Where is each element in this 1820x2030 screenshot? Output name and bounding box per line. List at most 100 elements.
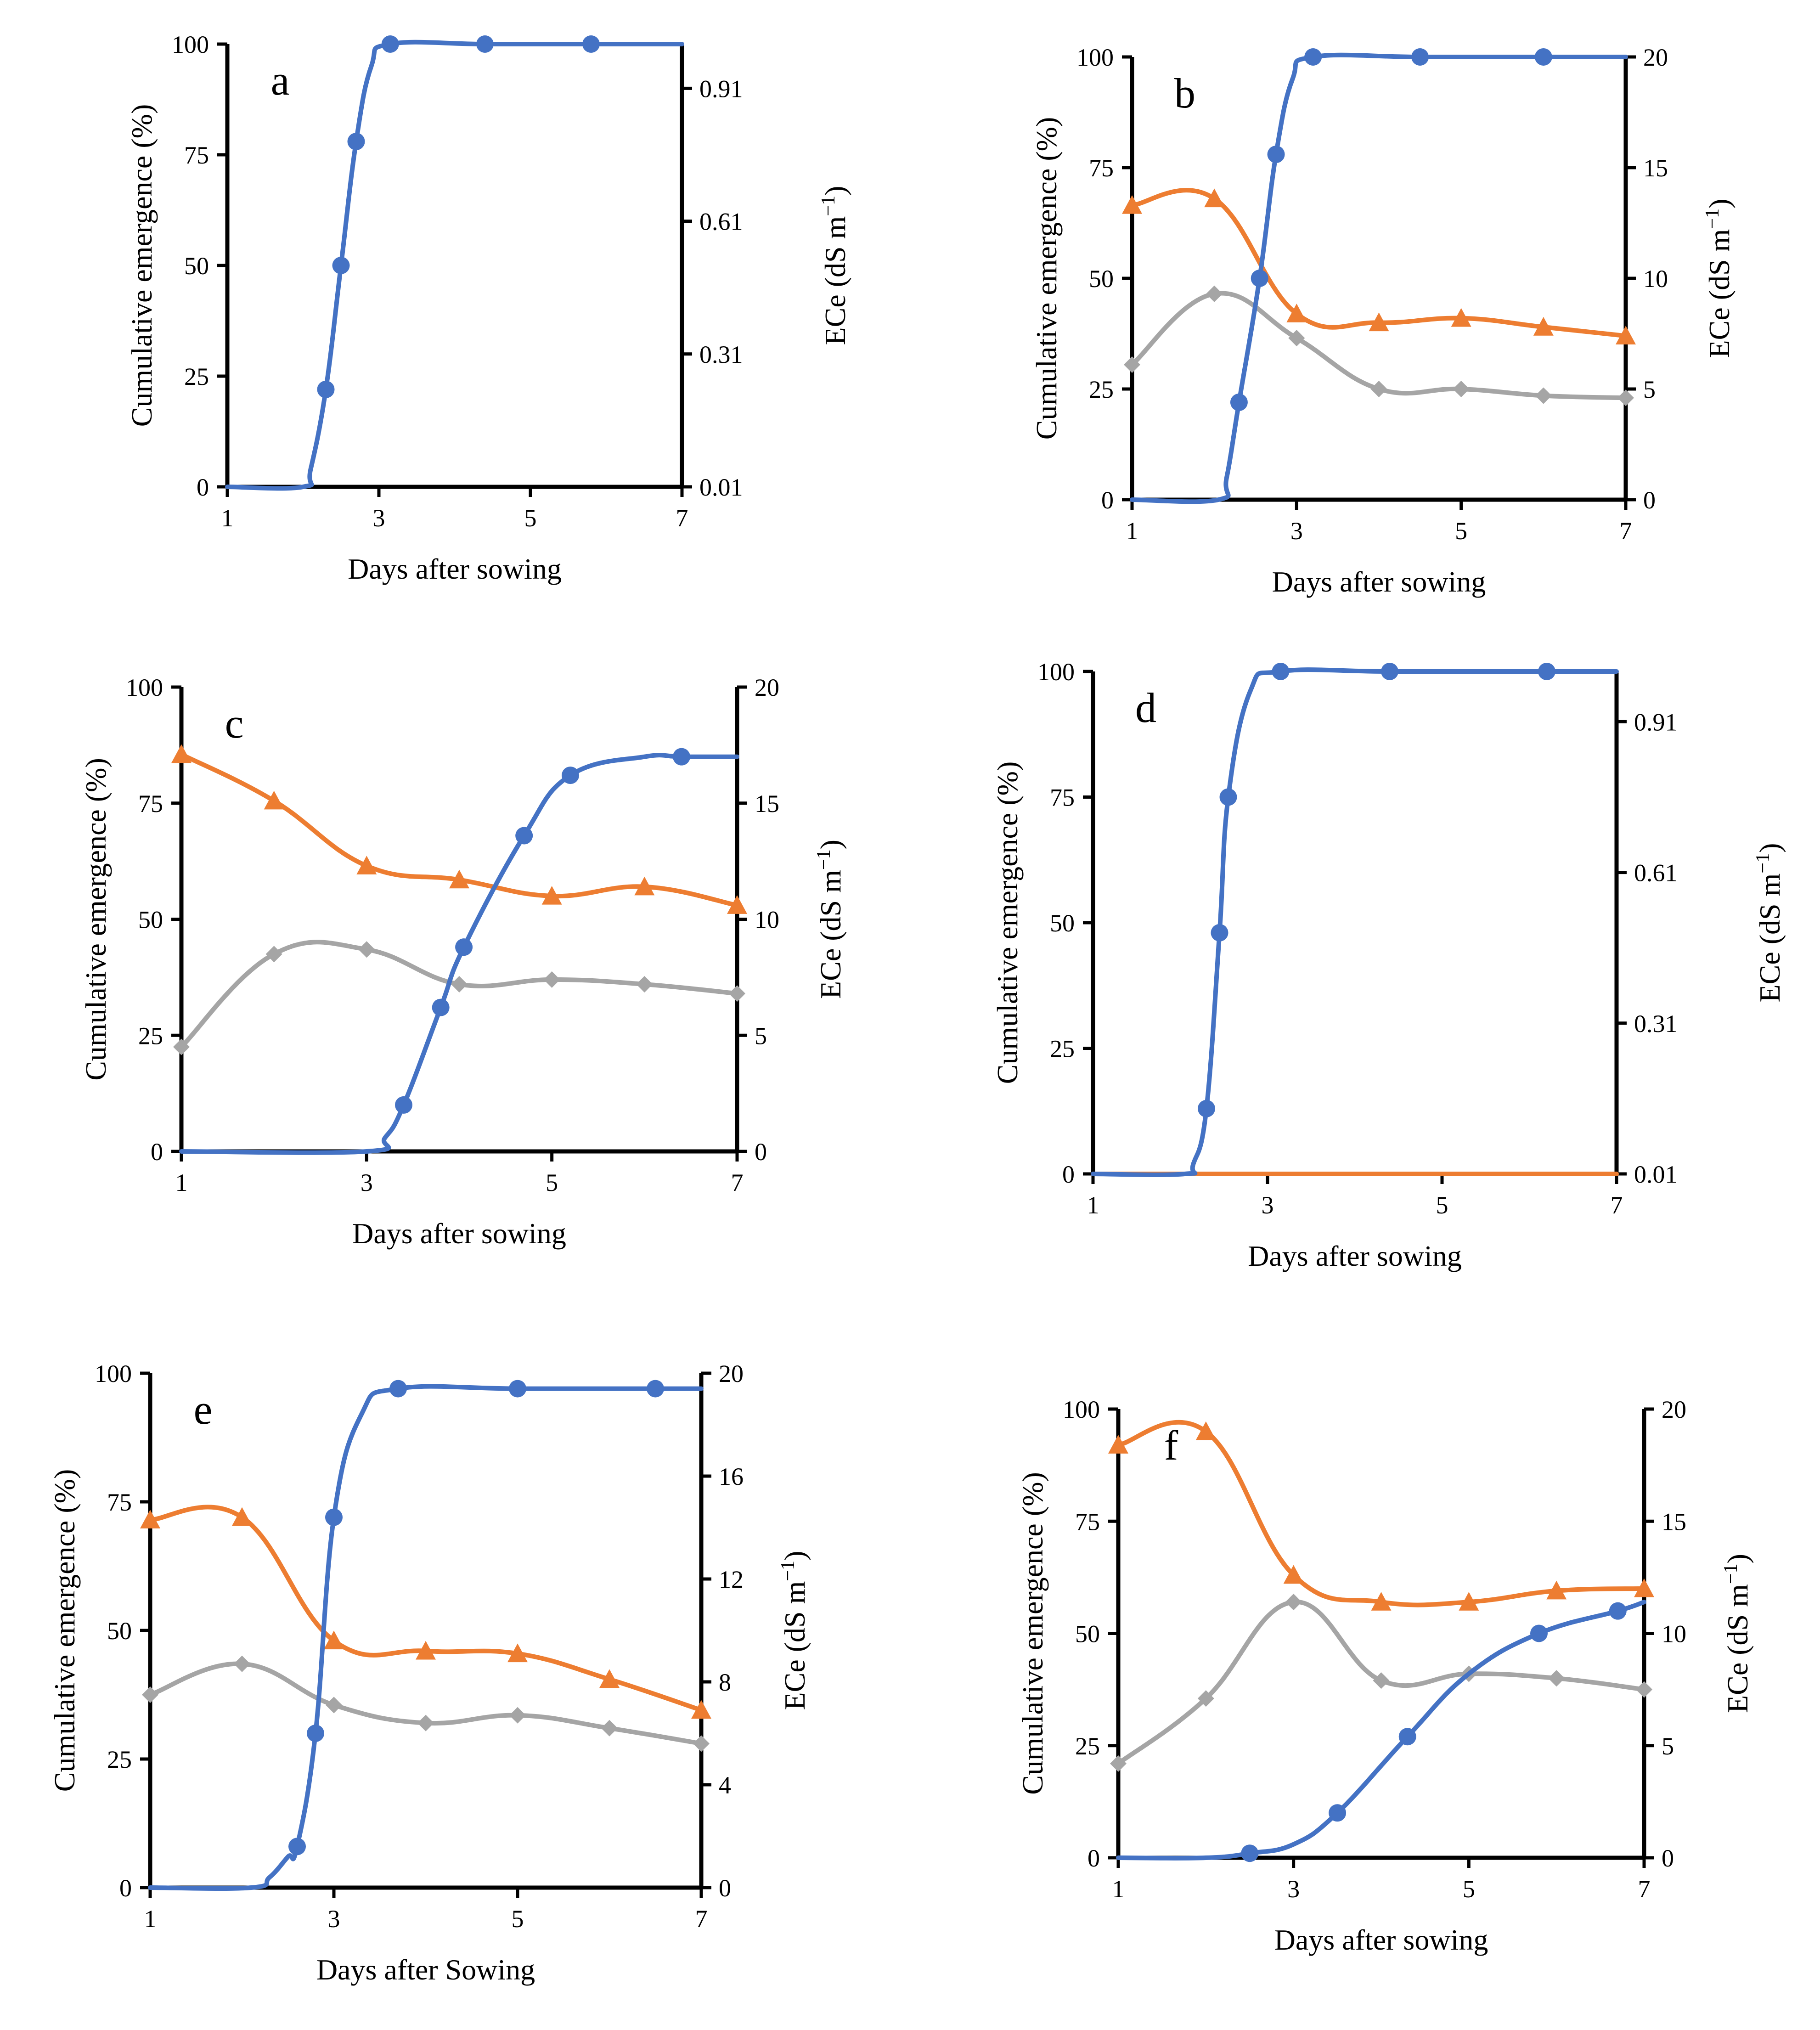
y2-tick-label: 5 (1643, 376, 1656, 403)
emergence-series-point (1211, 924, 1228, 942)
ece-series-1-point (449, 869, 469, 889)
y2-tick-label: 10 (755, 906, 779, 934)
emergence-series-line (148, 1384, 704, 1891)
ece-series-1-point (599, 1669, 620, 1688)
emergence-series-point (381, 35, 399, 53)
x-axis-title: Days after sowing (1248, 1240, 1462, 1272)
ece-series-2-point (1285, 1594, 1302, 1611)
y-tick-label: 100 (1063, 1396, 1100, 1423)
y-tick-label: 75 (1089, 154, 1114, 182)
ece-series-1-point (1371, 1592, 1392, 1611)
emergence-series-line (225, 39, 684, 491)
emergence-series-point (395, 1096, 412, 1114)
y-tick-label: 0 (1062, 1161, 1075, 1188)
emergence-series-point (509, 1380, 526, 1398)
emergence-series-point (332, 257, 350, 274)
ece-series-1-point (507, 1643, 528, 1663)
emergence-series-point (1251, 270, 1268, 287)
y2-tick-label: 15 (1643, 154, 1668, 182)
emergence-series-point (1241, 1844, 1259, 1862)
x-tick-label: 5 (546, 1169, 558, 1196)
emergence-series-point (1304, 48, 1322, 66)
ece-series-2-point (173, 1038, 190, 1055)
ece-series-1-point (1533, 317, 1554, 336)
x-tick-label: 3 (1287, 1875, 1300, 1903)
emergence-series-point (1198, 1100, 1215, 1117)
ece-series-2-point (1124, 356, 1140, 373)
y-tick-label: 75 (1050, 784, 1075, 812)
emergence-series-line (1130, 52, 1628, 504)
emergence-series-line (1116, 1600, 1646, 1861)
x-tick-label: 1 (175, 1169, 188, 1196)
y2-tick-label: 0.31 (1634, 1010, 1678, 1038)
y-tick-label: 50 (107, 1617, 132, 1645)
y-tick-label: 25 (107, 1746, 132, 1773)
y2-tick-label: 0.61 (699, 208, 743, 236)
emergence-series-point (647, 1380, 664, 1398)
ece-series-2-point (1548, 1670, 1565, 1687)
x-tick-label: 7 (695, 1905, 708, 1933)
emergence-series-point (582, 35, 600, 53)
ece-series-2-point (543, 971, 560, 988)
x-tick-label: 3 (328, 1905, 340, 1933)
ece-series-1-point (232, 1507, 252, 1526)
y-tick-label: 50 (1050, 909, 1075, 937)
y2-tick-label: 5 (755, 1022, 767, 1049)
x-tick-label: 7 (676, 504, 688, 532)
ece-series-2-point (636, 976, 653, 993)
ece-series-2-point (1636, 1681, 1652, 1698)
x-tick-label: 5 (1455, 517, 1467, 545)
y2-tick-label: 8 (719, 1669, 731, 1696)
y-tick-label: 75 (138, 790, 163, 818)
y-axis-title: Cumulative emergence (%) (79, 758, 112, 1081)
ece-series-1-point (1459, 1592, 1479, 1611)
y2-tick-label: 15 (755, 790, 779, 818)
emergence-series-point (389, 1380, 407, 1398)
x-tick-label: 5 (512, 1905, 524, 1933)
y-tick-label: 100 (95, 1360, 132, 1387)
ece-series-2-point (358, 941, 375, 958)
x-tick-label: 5 (1436, 1191, 1448, 1219)
emergence-series-point (347, 133, 365, 151)
x-tick-label: 3 (373, 504, 385, 532)
ece-series-1-point (1195, 1421, 1216, 1440)
x-tick-label: 7 (731, 1169, 744, 1196)
emergence-series-point (562, 767, 579, 784)
ece-series-2-point (234, 1655, 250, 1672)
y2-tick-label: 12 (719, 1566, 744, 1593)
emergence-series-point (325, 1508, 343, 1526)
emergence-series-point (515, 827, 533, 845)
ece-series-2-point (1373, 1672, 1390, 1689)
y-tick-label: 75 (1075, 1508, 1100, 1535)
y2-tick-label: 0.31 (699, 341, 743, 368)
y-tick-label: 0 (197, 474, 209, 501)
ece-series-2-point (1206, 285, 1223, 302)
ece-series-1-point (1108, 1435, 1128, 1454)
ece-series-1-point (1122, 195, 1142, 214)
y-axis-title: Cumulative emergence (%) (991, 761, 1024, 1084)
emergence-series-point (1398, 1728, 1416, 1746)
emergence-series-point (455, 938, 473, 956)
chart-panel-b: 0 25 50 75 100 0 5 10 15 20 1 3 5 7 Days after sowing C… (1030, 44, 1735, 598)
ece-series-2-point (451, 976, 468, 993)
ece-series-1-point (356, 856, 377, 874)
ece-series-2-point (1617, 389, 1634, 406)
ece-series-1-point (634, 876, 655, 896)
panel-label: b (1174, 70, 1195, 117)
panel-label: d (1135, 684, 1156, 731)
chart-panel-d: 0 25 50 75 100 0.01 0.31 0.61 0.91 1 3 5 7 Days after… (991, 658, 1786, 1272)
y2-tick-label: 5 (1662, 1732, 1674, 1760)
ece-series-2-point (265, 946, 282, 963)
y-tick-label: 50 (138, 906, 163, 934)
x-axis-title: Days after sowing (348, 553, 562, 585)
ece-series-1-point (1634, 1578, 1654, 1597)
y2-tick-label: 0.91 (1634, 708, 1678, 736)
y-tick-label: 75 (107, 1489, 132, 1516)
emergence-series-point (1267, 146, 1285, 164)
emergence-series-line (179, 753, 739, 1155)
ece-series-2-point (1370, 381, 1387, 397)
x-axis-title: Days after sowing (1272, 565, 1486, 598)
y-tick-label: 100 (1037, 658, 1075, 686)
ece-series-1-line (1116, 1420, 1646, 1607)
